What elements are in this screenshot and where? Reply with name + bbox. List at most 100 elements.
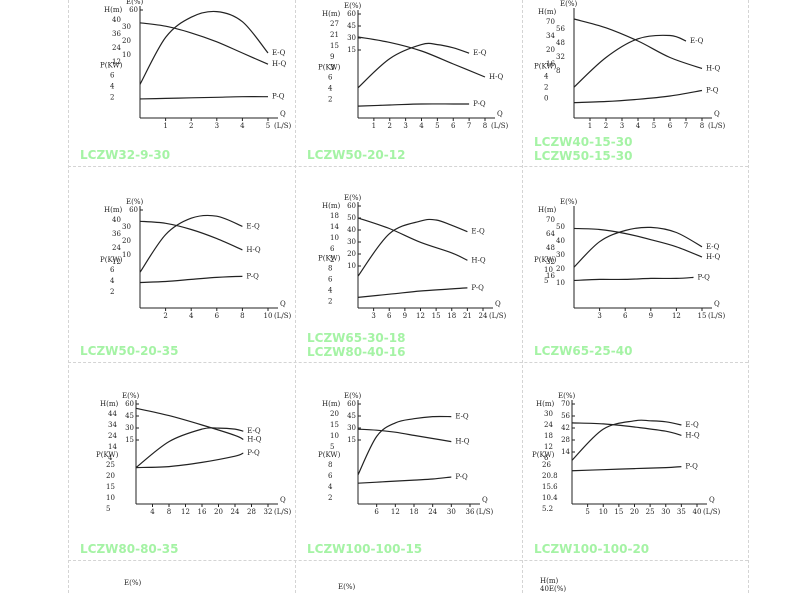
series-line-p-q <box>357 287 468 298</box>
p-axis-label: P(KW) <box>318 254 341 262</box>
x-tick-label: 8 <box>167 508 171 516</box>
h-tick-label: 40 <box>556 237 565 245</box>
p-tick-label: 4 <box>110 277 115 285</box>
p-tick-label: 0 <box>544 95 548 103</box>
model-label: LCZW80-80-35 <box>80 542 179 556</box>
grid-divider <box>68 0 69 593</box>
series-label-h-q: H-Q <box>489 73 503 81</box>
e-tick-label: 28 <box>561 436 570 444</box>
p-tick-label: 6 <box>328 275 333 283</box>
h-tick-label: 24 <box>108 432 117 440</box>
h-tick-label: 15 <box>330 421 339 429</box>
e-tick-label: 45 <box>347 22 356 30</box>
series-label-h-q: H-Q <box>471 256 485 264</box>
p-tick-label: 4 <box>328 286 333 294</box>
x-tick-label: 2 <box>604 122 608 130</box>
p-axis-label: P(KW) <box>96 451 119 459</box>
h-tick-label: 40 <box>112 16 121 24</box>
h-tick-label: 20 <box>122 237 131 245</box>
e-tick-label: 60 <box>129 6 138 14</box>
series-line-h-q <box>139 22 269 65</box>
series-line-h-q <box>573 227 703 258</box>
x-tick-label: 6 <box>623 312 628 320</box>
x-tick-label: 3 <box>371 312 375 320</box>
x-tick-label: 5 <box>435 122 439 130</box>
h-tick-label: 24 <box>112 244 121 252</box>
e-axis-label: E(%) <box>344 194 361 202</box>
e-tick-label: 30 <box>125 424 134 432</box>
h-tick-label: 10 <box>330 234 339 242</box>
h-axis-label: H(m) <box>538 206 556 214</box>
e-tick-label: 56 <box>561 412 570 420</box>
h-tick-label: 9 <box>330 53 334 61</box>
model-label: LCZW65-30-18 <box>307 331 406 345</box>
pump-curve-chart: 2 4 6 8 10 Q (L/S) E(%) 60 H(m) 40 30 36 20 24 10 12 P(KW… <box>68 166 295 362</box>
e-tick-label: 42 <box>561 424 570 432</box>
e-tick-label: 60 <box>129 206 138 214</box>
series-label-e-q: E-Q <box>272 49 286 57</box>
h-tick-label: 48 <box>556 39 565 47</box>
e-tick-label: 40 <box>347 226 356 234</box>
series-line-p-q <box>357 103 470 107</box>
x-axis-label: Q <box>482 496 488 504</box>
h-tick-label: 12 <box>544 443 553 451</box>
x-tick-label: 24 <box>479 312 488 320</box>
h-tick-label: 30 <box>556 251 565 259</box>
series-label-h-q: H-Q <box>685 431 699 439</box>
p-tick-label: 20.8 <box>542 472 558 480</box>
series-label-p-q: P-Q <box>697 273 710 281</box>
series-line-h-q <box>571 422 682 436</box>
x-tick-label: 5 <box>652 122 656 130</box>
h-tick-label: 10 <box>556 279 565 287</box>
h-tick-label: 20 <box>122 37 131 45</box>
e-tick-label: 30 <box>347 424 356 432</box>
x-tick-label: 6 <box>668 122 673 130</box>
e-tick-label: 60 <box>347 400 356 408</box>
h-tick-label: 15 <box>330 42 339 50</box>
p-tick-label: 6 <box>110 72 115 80</box>
h-tick-label: 10 <box>122 251 131 259</box>
e-axis-label: E(%) <box>344 392 361 400</box>
x-tick-label: 12 <box>181 508 190 516</box>
grid-divider <box>522 0 523 593</box>
x-tick-label: 3 <box>215 122 219 130</box>
p-tick-label: 6 <box>328 73 333 81</box>
series-line-e-q <box>357 218 468 277</box>
series-label-e-q: E-Q <box>455 413 469 421</box>
chart-svg: 3 6 9 12 15 Q (L/S) E(%) H(m) 7050644048303220161… <box>534 198 726 320</box>
e-axis-label: E(%) <box>560 198 577 206</box>
x-axis-label: Q <box>280 300 286 308</box>
h-tick-label: 6 <box>330 245 335 253</box>
x-tick-label: 1 <box>163 122 167 130</box>
e-axis-label: E(%) <box>344 2 361 10</box>
h-tick-label: 40 <box>112 216 121 224</box>
e-tick-label: 45 <box>347 412 356 420</box>
h-tick-label: 8 <box>556 67 560 75</box>
x-tick-label: 24 <box>428 508 437 516</box>
h-tick-label: 30 <box>122 23 131 31</box>
h-tick-label: 36 <box>112 30 121 38</box>
bottom-row-svg: E(%) E(%) H(m) 40E(%) <box>124 577 566 593</box>
x-tick-label: 3 <box>403 122 407 130</box>
pump-curve-chart: 3 6 9 12 15 Q (L/S) E(%) H(m) 70 50 64 40 48 30 32 20 16 1… <box>522 166 749 362</box>
pump-curve-chart: 4 8 12 16 20 24 28 32 Q (L/S) E(%) 60 45 30 15 H(m) 44 34… <box>68 362 295 560</box>
p-tick-label: 26 <box>542 461 551 469</box>
x-tick-label: 1 <box>372 122 376 130</box>
series-label-h-q: H-Q <box>246 246 260 254</box>
h-tick-label: 32 <box>556 53 565 61</box>
p-tick-label: 8 <box>328 264 332 272</box>
series-label-h-q: H-Q <box>706 253 720 261</box>
x-tick-label: 5 <box>585 508 589 516</box>
x-tick-label: 25 <box>646 508 655 516</box>
h-tick-label: 24 <box>544 421 553 429</box>
series-line-e-q <box>139 214 243 273</box>
x-tick-label: 15 <box>614 508 623 516</box>
h-axis-label: H(m) <box>322 202 340 210</box>
p-axis-label: P(KW) <box>534 63 557 71</box>
series-label-e-q: E-Q <box>246 222 260 230</box>
h-tick-label: 18 <box>544 432 553 440</box>
x-tick-label: 4 <box>636 122 641 130</box>
x-tick-label: 20 <box>214 508 223 516</box>
x-tick-label: 3 <box>620 122 624 130</box>
x-tick-label: 4 <box>150 508 155 516</box>
